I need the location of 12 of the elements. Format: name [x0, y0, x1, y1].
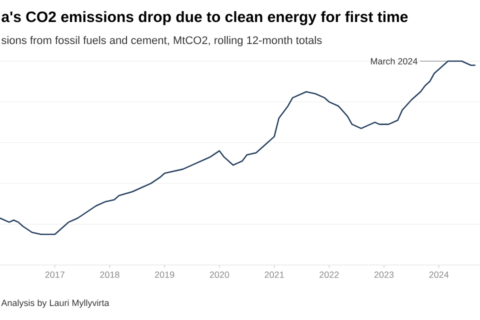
annotation: March 2024 — [370, 58, 418, 64]
x-tick-label: 2018 — [100, 272, 120, 278]
chart-subtitle: sions from fossil fuels and cement, MtCO2, rolling 12-month totals — [2, 36, 322, 46]
x-tick-label: 2021 — [264, 272, 284, 278]
x-tick-label: 2020 — [210, 272, 230, 278]
x-tick-label: 2019 — [155, 272, 174, 278]
x-tick-label: 2023 — [374, 272, 394, 278]
chart-title: a's CO2 emissions drop due to clean energy for first time — [2, 11, 408, 26]
x-tick-label: 2017 — [45, 272, 64, 278]
text: Analysis by Lauri Myllyvirta — [1, 299, 110, 308]
x-tick-label: 2022 — [320, 272, 339, 278]
x-tick-label: 2024 — [429, 272, 449, 278]
